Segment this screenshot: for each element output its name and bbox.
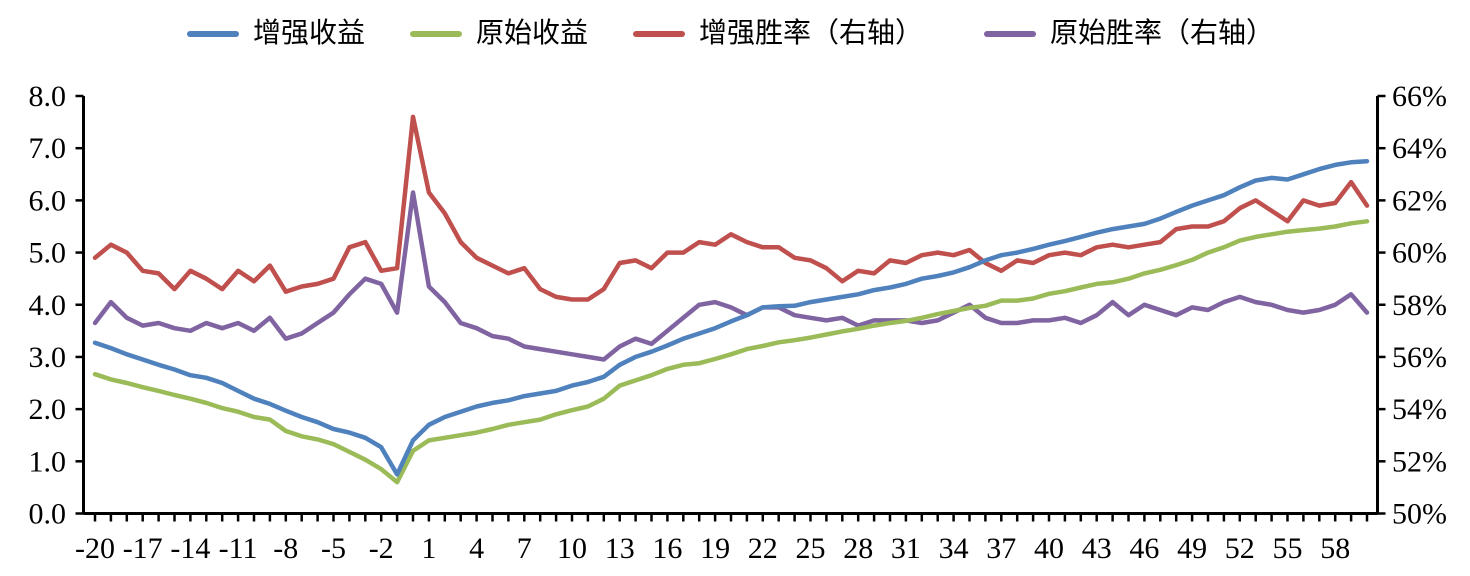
x-axis-tick-label: 4 (469, 532, 484, 565)
right-axis-tick-label: 58% (1392, 289, 1447, 322)
x-axis-tick-label: 19 (700, 532, 730, 565)
x-axis-tick-label: -5 (321, 532, 346, 565)
x-axis-tick-label: 22 (748, 532, 778, 565)
left-axis-tick-label: 1.0 (29, 445, 67, 478)
legend-swatch-original-winrate (984, 31, 1036, 37)
x-axis-tick-label: 10 (557, 532, 587, 565)
x-axis-tick-label: -14 (170, 532, 210, 565)
left-axis-tick-label: 6.0 (29, 184, 67, 217)
x-axis-tick-label: -20 (75, 532, 115, 565)
x-axis-tick-label: 49 (1177, 532, 1207, 565)
x-axis-tick-label: -11 (219, 532, 258, 565)
x-axis-tick-label: 37 (986, 532, 1016, 565)
legend-label: 原始收益 (476, 18, 589, 49)
x-axis-tick-label: 55 (1273, 532, 1303, 565)
right-axis-tick-label: 56% (1392, 341, 1447, 374)
x-axis-tick-label: 46 (1129, 532, 1159, 565)
legend-label: 增强收益 (253, 18, 366, 49)
enhanced-return-line (92, 158, 1370, 477)
original-winrate-line (92, 190, 1370, 362)
x-axis-tick-label: -17 (123, 532, 163, 565)
legend-swatch-enhanced-return (187, 31, 239, 37)
legend-item-enhanced-winrate: 增强胜率（右轴） (633, 16, 923, 52)
left-axis-tick-label: 2.0 (29, 393, 67, 426)
x-axis-tick-label: 1 (421, 532, 436, 565)
right-axis-tick-label: 50% (1392, 498, 1447, 531)
x-axis-tick-label: 13 (605, 532, 635, 565)
right-axis-tick-label: 62% (1392, 184, 1447, 217)
left-axis-tick-label: 8.0 (29, 80, 67, 113)
legend-label: 原始胜率（右轴） (1050, 18, 1275, 49)
legend-swatch-enhanced-winrate (633, 31, 685, 37)
right-axis-tick-label: 64% (1392, 132, 1447, 165)
x-axis-tick-label: 7 (517, 532, 532, 565)
right-axis-tick-label: 54% (1392, 393, 1447, 426)
x-axis-tick-label: -8 (273, 532, 298, 565)
legend-item-enhanced-return: 增强收益 (187, 16, 365, 52)
left-axis-tick-label: 0.0 (29, 498, 67, 531)
x-axis-tick-label: 28 (843, 532, 873, 565)
x-axis-tick-label: 40 (1034, 532, 1064, 565)
enhanced-winrate-line (92, 114, 1370, 302)
original-return-line (92, 219, 1370, 485)
left-axis-tick-label: 5.0 (29, 237, 67, 270)
left-axis-tick-label: 3.0 (29, 341, 67, 374)
x-axis-tick-label: 58 (1320, 532, 1350, 565)
right-axis-tick-label: 66% (1392, 80, 1447, 113)
x-axis-tick-label: 43 (1082, 532, 1112, 565)
x-axis-tick-label: 25 (796, 532, 826, 565)
x-axis-tick-label: 34 (939, 532, 969, 565)
legend-label: 增强胜率（右轴） (699, 18, 924, 49)
x-axis-tick-label: 31 (891, 532, 921, 565)
legend-item-original-winrate: 原始胜率（右轴） (984, 16, 1274, 52)
legend-item-original-return: 原始收益 (410, 16, 588, 52)
x-axis-tick-label: 16 (652, 532, 682, 565)
x-axis-tick-label: -2 (369, 532, 394, 565)
left-axis-tick-label: 7.0 (29, 132, 67, 165)
right-axis-tick-label: 52% (1392, 445, 1447, 478)
right-axis-tick-label: 60% (1392, 237, 1447, 270)
x-axis-tick-label: 52 (1225, 532, 1255, 565)
left-axis-tick-label: 4.0 (29, 289, 67, 322)
legend-swatch-original-return (410, 31, 462, 37)
